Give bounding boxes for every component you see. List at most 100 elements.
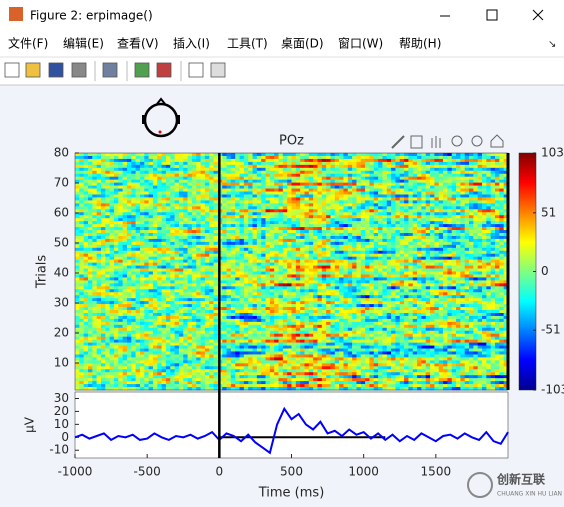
erp-image-cell bbox=[447, 241, 453, 246]
erp-image-cell bbox=[287, 298, 292, 302]
zoom-in-icon[interactable] bbox=[451, 135, 463, 147]
erp-image-cell bbox=[157, 274, 162, 278]
erp-image-cell bbox=[152, 277, 158, 281]
zoom-out-icon[interactable] bbox=[471, 135, 483, 147]
erp-image-cell bbox=[105, 230, 110, 234]
erp-image-cell bbox=[395, 286, 401, 290]
erp-image-cell bbox=[187, 164, 193, 169]
erp-image-cell bbox=[118, 212, 123, 216]
erp-image-cell bbox=[79, 286, 84, 290]
erp-image-cell bbox=[382, 197, 388, 201]
erp-image-cell bbox=[139, 250, 145, 255]
dock-arrow[interactable]: ↘ bbox=[548, 39, 556, 50]
erp-image-cell bbox=[252, 218, 258, 222]
erp-image-cell bbox=[417, 212, 422, 216]
erp-image-cell bbox=[395, 182, 401, 186]
pan-icon[interactable] bbox=[431, 136, 441, 148]
erp-image-cell bbox=[200, 173, 206, 177]
erp-image-cell bbox=[300, 161, 305, 166]
erp-image-cell bbox=[135, 292, 141, 296]
erp-image-cell bbox=[330, 274, 336, 278]
erp-image-cell bbox=[443, 206, 448, 210]
menu-item[interactable]: 工具(T) bbox=[227, 37, 268, 51]
erp-image-cell bbox=[248, 256, 253, 260]
erp-image-cell bbox=[365, 274, 370, 278]
erp-image-cell bbox=[408, 188, 414, 192]
erp-image-cell bbox=[174, 265, 180, 269]
erp-image-cell bbox=[265, 253, 271, 257]
erp-image-cell bbox=[222, 253, 227, 257]
erp-image-cell bbox=[178, 241, 184, 246]
erp-image-cell bbox=[313, 289, 318, 293]
erp-image-cell bbox=[165, 265, 171, 269]
erp-image-cell bbox=[321, 277, 327, 281]
erp-image-cell bbox=[161, 286, 167, 290]
erp-image-cell bbox=[161, 265, 167, 269]
erp-image-cell bbox=[304, 289, 310, 293]
erp-image-cell bbox=[135, 238, 141, 243]
erp-image-cell bbox=[382, 161, 388, 166]
erp-image-cell bbox=[235, 203, 240, 207]
erp-image-cell bbox=[473, 182, 478, 186]
toolbar-button[interactable] bbox=[71, 62, 87, 78]
erp-image-cell bbox=[256, 197, 262, 201]
brush-icon[interactable] bbox=[391, 135, 405, 149]
erp-image-cell bbox=[356, 247, 362, 252]
toolbar-button[interactable] bbox=[210, 62, 226, 78]
erp-image-cell bbox=[291, 253, 297, 257]
erp-image-cell bbox=[490, 253, 496, 257]
erp-image-cell bbox=[75, 206, 80, 210]
erp-image-cell bbox=[152, 227, 158, 231]
close-button[interactable] bbox=[532, 9, 544, 21]
toolbar-button[interactable] bbox=[4, 62, 20, 78]
erp-image-cell bbox=[287, 235, 292, 240]
menu-item[interactable]: 窗口(W) bbox=[338, 37, 383, 51]
erp-image-cell bbox=[287, 176, 292, 180]
erp-image-cell bbox=[317, 179, 323, 183]
toolbar-button[interactable] bbox=[188, 62, 204, 78]
home-icon[interactable] bbox=[490, 134, 504, 148]
erp-image-cell bbox=[187, 197, 193, 201]
toolbar-button[interactable] bbox=[102, 62, 118, 78]
erp-image-cell bbox=[430, 173, 435, 177]
erp-image-cell bbox=[183, 188, 188, 192]
menu-item[interactable]: 帮助(H) bbox=[399, 37, 441, 51]
erp-image-cell bbox=[417, 191, 422, 195]
erp-image-cell bbox=[187, 203, 193, 207]
erp-image-cell bbox=[417, 268, 422, 272]
erp-image-cell bbox=[464, 283, 470, 287]
erp-image-cell bbox=[213, 259, 219, 263]
toolbar-button[interactable] bbox=[25, 62, 41, 78]
menu-item[interactable]: 编辑(E) bbox=[63, 36, 104, 51]
erp-image-cell bbox=[456, 253, 461, 257]
toolbar-button[interactable] bbox=[156, 62, 172, 78]
erp-image-cell bbox=[256, 268, 262, 272]
erp-image-cell bbox=[170, 295, 175, 299]
erp-image-cell bbox=[404, 274, 409, 278]
erp-image-cell bbox=[490, 283, 496, 287]
erp-image-cell bbox=[75, 280, 80, 284]
erp-image-cell bbox=[274, 227, 279, 231]
erp-image-cell bbox=[499, 253, 504, 257]
maximize-button[interactable] bbox=[486, 9, 498, 21]
erp-image-cell bbox=[183, 167, 188, 172]
erp-image-cell bbox=[460, 153, 465, 157]
menu-item[interactable]: 查看(V) bbox=[117, 37, 159, 51]
erp-image-cell bbox=[269, 265, 275, 269]
erp-image-cell bbox=[408, 179, 414, 183]
erp-image-cell bbox=[356, 271, 362, 275]
toolbar-button[interactable] bbox=[134, 62, 150, 78]
toolbar-button[interactable] bbox=[48, 62, 64, 78]
erp-image-cell bbox=[456, 286, 461, 290]
erp-image-cell bbox=[438, 161, 444, 166]
erp-image-cell bbox=[157, 292, 162, 296]
erp-image-cell bbox=[204, 253, 210, 257]
menu-item[interactable]: 插入(I) bbox=[173, 37, 210, 51]
erp-image-cell bbox=[412, 259, 418, 263]
erp-image-cell bbox=[157, 191, 162, 195]
menu-item[interactable]: 文件(F) bbox=[8, 36, 48, 51]
erp-image-cell bbox=[291, 268, 297, 272]
menu-item[interactable]: 桌面(D) bbox=[281, 37, 324, 51]
datatip-icon[interactable] bbox=[410, 135, 423, 149]
erp-image-cell bbox=[360, 197, 366, 201]
